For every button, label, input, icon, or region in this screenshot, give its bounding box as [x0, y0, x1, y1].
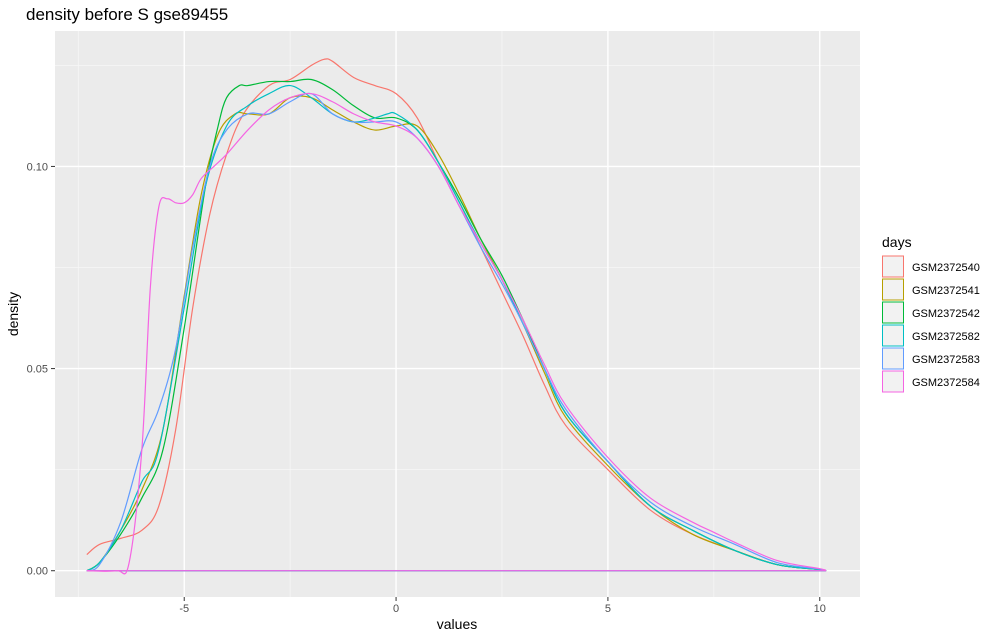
- legend-label: GSM2372583: [912, 354, 980, 366]
- legend-item: GSM2372542: [882, 301, 980, 324]
- legend-key: [882, 347, 904, 370]
- legend-label: GSM2372584: [912, 377, 980, 389]
- legend-items: GSM2372540 GSM2372541 GSM2372542 GSM2372582…: [882, 255, 980, 393]
- legend-key: [882, 278, 904, 301]
- y-tick-label: 0.10: [27, 161, 48, 173]
- series-GSM2372584: [86, 92, 827, 575]
- x-tick-label: 0: [393, 603, 399, 615]
- legend-label: GSM2372542: [912, 308, 980, 320]
- legend-item: GSM2372582: [882, 324, 980, 347]
- legend-item: GSM2372584: [882, 370, 980, 393]
- y-axis-title: density: [5, 292, 21, 336]
- y-axis: 0.00 0.05 0.10: [27, 161, 55, 578]
- x-tick-label: -5: [179, 603, 189, 615]
- legend-item: GSM2372540: [882, 255, 980, 278]
- y-tick-label: 0.00: [27, 566, 48, 578]
- legend-label: GSM2372540: [912, 262, 980, 274]
- legend-key: [882, 324, 904, 347]
- legend-key: [882, 301, 904, 324]
- x-axis-title: values: [437, 616, 477, 632]
- legend-item: GSM2372541: [882, 278, 980, 301]
- legend-key: [882, 255, 904, 278]
- series-line: [86, 92, 827, 575]
- legend-label: GSM2372582: [912, 331, 980, 343]
- x-tick-label: 10: [814, 603, 826, 615]
- series-line: [86, 58, 827, 572]
- legend: days GSM2372540GSM2372541GSM2372542GSM23…: [882, 234, 980, 393]
- legend-title: days: [882, 234, 912, 250]
- series-lines: [86, 58, 827, 575]
- legend-label: GSM2372541: [912, 285, 980, 297]
- x-axis: -5 0 5 10: [179, 597, 826, 615]
- plot-panel: [55, 31, 860, 597]
- y-tick-label: 0.05: [27, 364, 48, 376]
- series-line: [86, 92, 827, 572]
- legend-item: GSM2372583: [882, 347, 980, 370]
- chart-title: density before S gse89455: [26, 5, 228, 24]
- series-line: [86, 84, 827, 572]
- legend-key: [882, 370, 904, 393]
- x-tick-label: 5: [605, 603, 611, 615]
